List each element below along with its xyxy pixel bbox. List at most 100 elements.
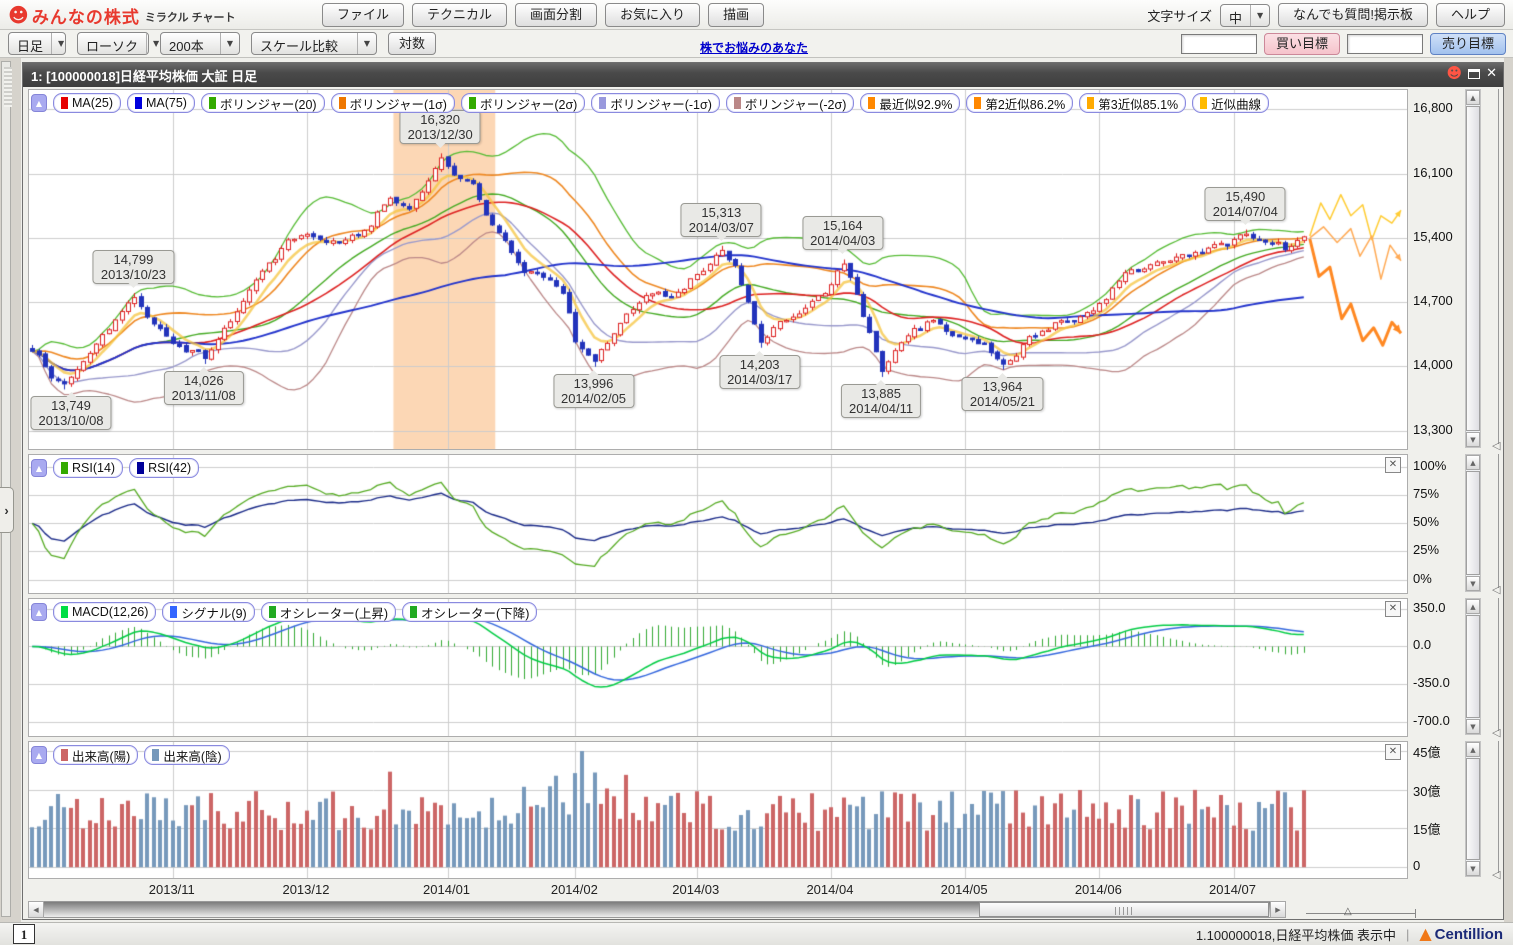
scroll-down-button[interactable]: ▼ [1466, 432, 1480, 447]
scale-compare-dropdown[interactable]: スケール比較 ▼ [251, 32, 377, 55]
main-axis-label: 14,700 [1413, 293, 1453, 309]
indicator-chip[interactable]: RSI(42) [129, 458, 200, 478]
indicator-chip[interactable]: RSI(14) [53, 458, 124, 478]
main-collapse-button[interactable]: ▲ [31, 94, 47, 112]
favorites-button[interactable]: お気に入り [605, 3, 701, 27]
volume-scale-slider[interactable]: ◁ [1491, 741, 1505, 881]
centillion-logo: ▲ Centillion [1419, 926, 1503, 943]
mascot-icon: ☻ [8, 3, 29, 27]
chip-label: MACD(12,26) [72, 605, 149, 619]
mascot-window-icon[interactable]: ☻ [1446, 64, 1463, 82]
scroll-up-button[interactable]: ▲ [1466, 599, 1480, 614]
font-size-dropdown[interactable]: 中 ▼ [1220, 3, 1271, 27]
horizontal-scrollbar[interactable]: ◀ ▶ [28, 901, 1286, 918]
vscroll-thumb[interactable] [1466, 615, 1480, 718]
sell-target-button[interactable]: 売り目標 [1429, 33, 1506, 55]
rsi-panel-close-button[interactable]: ✕ [1385, 457, 1401, 473]
interval-dropdown[interactable]: 日足 ▼ [8, 32, 66, 55]
indicator-chip[interactable]: 近似曲線 [1192, 93, 1270, 113]
expand-left-panel-button[interactable]: › [0, 487, 14, 533]
volume-collapse-button[interactable]: ▲ [31, 746, 47, 764]
indicator-chip[interactable]: ボリンジャー(-1σ) [591, 93, 720, 113]
promo-link[interactable]: 株でお悩みのあなた [700, 41, 809, 55]
rsi-panel-vscrollbar[interactable]: ▲ ▼ [1465, 454, 1481, 592]
hscroll-thumb[interactable] [979, 902, 1269, 917]
chip-color-swatch [868, 97, 876, 109]
status-right-group: 1.100000018,日経平均株価 表示中 | ▲ Centillion [1196, 923, 1503, 945]
indicator-chip[interactable]: 第2近似86.2% [966, 93, 1074, 113]
vscroll-thumb[interactable] [1466, 106, 1480, 431]
chart-window-titlebar[interactable]: 1: [100000018]日経平均株価 大証 日足 ☻ ✕ [23, 63, 1503, 87]
indicator-chip[interactable]: ボリンジャー(20) [200, 93, 325, 113]
macd-panel-close-button[interactable]: ✕ [1385, 601, 1401, 617]
scroll-up-button[interactable]: ▲ [1466, 90, 1480, 105]
buy-target-button[interactable]: 買い目標 [1263, 33, 1340, 55]
technical-button[interactable]: テクニカル [412, 3, 508, 27]
scale-slider-handle[interactable]: ◁ [1492, 726, 1501, 739]
buy-target-input[interactable] [1180, 34, 1257, 54]
zoom-slider[interactable]: △ [1306, 906, 1416, 922]
chip-label: MA(75) [145, 96, 187, 110]
indicator-chip[interactable]: オシレーター(下降) [402, 602, 538, 622]
chip-color-swatch [1087, 97, 1095, 109]
indicator-chip[interactable]: 出来高(陰) [144, 745, 230, 765]
scroll-down-button[interactable]: ▼ [1466, 576, 1480, 591]
macd-scale-slider[interactable]: ◁ [1491, 598, 1505, 739]
indicator-chip[interactable]: 第3近似85.1% [1079, 93, 1187, 113]
indicator-chip[interactable]: ボリンジャー(1σ) [330, 93, 455, 113]
scroll-up-button[interactable]: ▲ [1466, 455, 1480, 470]
log-scale-button[interactable]: 対数 [388, 32, 437, 55]
scroll-left-button[interactable]: ◀ [28, 901, 44, 918]
interval-value: 日足 [17, 39, 44, 54]
qa-board-button[interactable]: なんでも質問!掲示板 [1278, 3, 1428, 27]
indicator-chip[interactable]: ボリンジャー(-2σ) [725, 93, 855, 113]
indicator-chip[interactable]: シグナル(9) [162, 602, 255, 622]
close-window-icon[interactable]: ✕ [1486, 65, 1497, 81]
chart-style-dropdown[interactable]: ローソク ▼ [77, 32, 159, 55]
indicator-chip[interactable]: 最近似92.9% [860, 93, 961, 113]
vscroll-thumb[interactable] [1466, 758, 1480, 860]
volume-chart-canvas[interactable] [28, 741, 1408, 879]
chip-label: 出来高(陽) [72, 749, 131, 764]
main-chart-canvas[interactable] [28, 89, 1408, 450]
macd-chart-canvas[interactable] [28, 598, 1408, 737]
draw-button[interactable]: 描画 [708, 3, 765, 27]
scroll-up-button[interactable]: ▲ [1466, 742, 1480, 757]
page-tab-1[interactable]: 1 [13, 924, 35, 944]
rsi-scale-slider[interactable]: ◁ [1491, 454, 1505, 596]
scroll-down-button[interactable]: ▼ [1466, 861, 1480, 876]
volume-panel-close-button[interactable]: ✕ [1385, 744, 1401, 760]
restore-window-icon[interactable] [1468, 68, 1481, 79]
indicator-chip[interactable]: 出来高(陽) [53, 745, 139, 765]
macd-panel-vscrollbar[interactable]: ▲ ▼ [1465, 598, 1481, 735]
indicator-chip[interactable]: ボリンジャー(2σ) [460, 93, 586, 113]
chip-color-swatch [134, 97, 142, 109]
indicator-chip[interactable]: MA(75) [126, 93, 195, 113]
bar-count-dropdown[interactable]: 200本 ▼ [160, 32, 240, 55]
scale-slider-handle[interactable]: ◁ [1492, 439, 1501, 452]
file-button[interactable]: ファイル [322, 3, 405, 27]
help-button[interactable]: ヘルプ [1435, 3, 1505, 27]
chip-label: RSI(42) [148, 461, 192, 475]
rsi-chart-canvas[interactable] [28, 454, 1408, 594]
hscroll-track[interactable] [44, 901, 1270, 918]
split-screen-button[interactable]: 画面分割 [515, 3, 598, 27]
rsi-collapse-button[interactable]: ▲ [31, 459, 47, 477]
macd-collapse-button[interactable]: ▲ [31, 603, 47, 621]
scroll-down-button[interactable]: ▼ [1466, 719, 1480, 734]
scroll-right-button[interactable]: ▶ [1270, 901, 1286, 918]
main-panel-vscrollbar[interactable]: ▲ ▼ [1465, 89, 1481, 448]
zoom-slider-handle[interactable]: △ [1344, 906, 1352, 917]
indicator-chip[interactable]: オシレーター(上昇) [260, 602, 397, 622]
volume-panel-vscrollbar[interactable]: ▲ ▼ [1465, 741, 1481, 877]
indicator-chip[interactable]: MACD(12,26) [53, 602, 157, 622]
scale-slider-handle[interactable]: ◁ [1492, 583, 1501, 596]
centillion-triangle-icon: ▲ [1419, 924, 1432, 943]
vscroll-thumb[interactable] [1466, 471, 1480, 575]
chip-color-swatch [61, 606, 68, 618]
main-scale-slider[interactable]: ◁ [1491, 89, 1505, 452]
indicator-chip[interactable]: MA(25) [53, 93, 121, 113]
sell-target-input[interactable] [1346, 34, 1423, 54]
scale-slider-handle[interactable]: ◁ [1492, 868, 1501, 881]
chip-color-swatch [208, 97, 216, 109]
